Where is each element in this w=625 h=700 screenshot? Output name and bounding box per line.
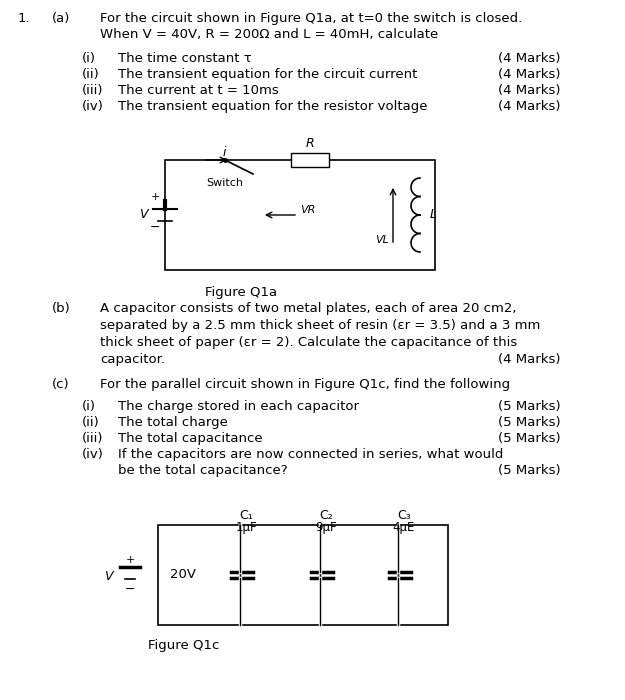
- Text: The charge stored in each capacitor: The charge stored in each capacitor: [118, 400, 359, 413]
- Text: (iii): (iii): [82, 84, 104, 97]
- Text: The transient equation for the circuit current: The transient equation for the circuit c…: [118, 68, 418, 81]
- Text: The transient equation for the resistor voltage: The transient equation for the resistor …: [118, 100, 428, 113]
- Text: C₃: C₃: [397, 509, 411, 522]
- Text: (i): (i): [82, 52, 96, 65]
- Text: 20V: 20V: [170, 568, 196, 582]
- Text: Figure Q1c: Figure Q1c: [148, 639, 219, 652]
- Text: −: −: [150, 220, 160, 234]
- Text: The current at t = 10ms: The current at t = 10ms: [118, 84, 279, 97]
- Text: For the circuit shown in Figure Q1a, at t=0 the switch is closed.: For the circuit shown in Figure Q1a, at …: [100, 12, 522, 25]
- Text: (5 Marks): (5 Marks): [498, 416, 561, 429]
- Text: 4μE: 4μE: [393, 521, 415, 534]
- Text: (iv): (iv): [82, 448, 104, 461]
- Text: (c): (c): [52, 378, 69, 391]
- Text: (5 Marks): (5 Marks): [498, 432, 561, 445]
- Text: The time constant τ: The time constant τ: [118, 52, 252, 65]
- Text: i: i: [223, 146, 226, 159]
- Text: C₂: C₂: [319, 509, 333, 522]
- Text: Figure Q1a: Figure Q1a: [205, 286, 277, 299]
- Text: V: V: [139, 209, 148, 221]
- Bar: [158, 525, 448, 625]
- Text: thick sheet of paper (εr = 2). Calculate the capacitance of this: thick sheet of paper (εr = 2). Calculate…: [100, 336, 518, 349]
- Text: capacitor.: capacitor.: [100, 353, 165, 366]
- Text: (ii): (ii): [82, 68, 100, 81]
- Text: (4 Marks): (4 Marks): [498, 52, 561, 65]
- Text: +: +: [151, 192, 160, 202]
- Text: (iv): (iv): [82, 100, 104, 113]
- Text: (ii): (ii): [82, 416, 100, 429]
- Text: The total capacitance: The total capacitance: [118, 432, 262, 445]
- Text: L: L: [430, 209, 437, 221]
- Text: (5 Marks): (5 Marks): [498, 400, 561, 413]
- Text: (iii): (iii): [82, 432, 104, 445]
- Text: (b): (b): [52, 302, 71, 315]
- Bar: [165, 160, 435, 270]
- Bar: [291, 153, 329, 167]
- Text: When V = 40V, R = 200Ω and L = 40mH, calculate: When V = 40V, R = 200Ω and L = 40mH, cal…: [100, 28, 438, 41]
- Text: If the capacitors are now connected in series, what would: If the capacitors are now connected in s…: [118, 448, 503, 461]
- Text: (4 Marks): (4 Marks): [498, 100, 561, 113]
- Text: A capacitor consists of two metal plates, each of area 20 cm2,: A capacitor consists of two metal plates…: [100, 302, 516, 315]
- Text: (a): (a): [52, 12, 71, 25]
- Text: −: −: [125, 583, 135, 596]
- Text: 1μF: 1μF: [235, 521, 257, 534]
- Text: Switch: Switch: [206, 178, 244, 188]
- Text: (4 Marks): (4 Marks): [498, 68, 561, 81]
- Text: VL: VL: [375, 235, 389, 245]
- Text: V: V: [104, 570, 112, 583]
- Text: (i): (i): [82, 400, 96, 413]
- Text: be the total capacitance?: be the total capacitance?: [118, 464, 288, 477]
- Text: +: +: [125, 555, 135, 565]
- Text: For the parallel circuit shown in Figure Q1c, find the following: For the parallel circuit shown in Figure…: [100, 378, 510, 391]
- Text: 1.: 1.: [18, 12, 31, 25]
- Text: separated by a 2.5 mm thick sheet of resin (εr = 3.5) and a 3 mm: separated by a 2.5 mm thick sheet of res…: [100, 319, 541, 332]
- Text: (4 Marks): (4 Marks): [498, 353, 561, 366]
- Text: C₁: C₁: [239, 509, 253, 522]
- Text: The total charge: The total charge: [118, 416, 228, 429]
- Text: (4 Marks): (4 Marks): [498, 84, 561, 97]
- Text: 9μF: 9μF: [315, 521, 337, 534]
- Text: VR: VR: [300, 205, 316, 215]
- Text: (5 Marks): (5 Marks): [498, 464, 561, 477]
- Text: R: R: [306, 137, 314, 150]
